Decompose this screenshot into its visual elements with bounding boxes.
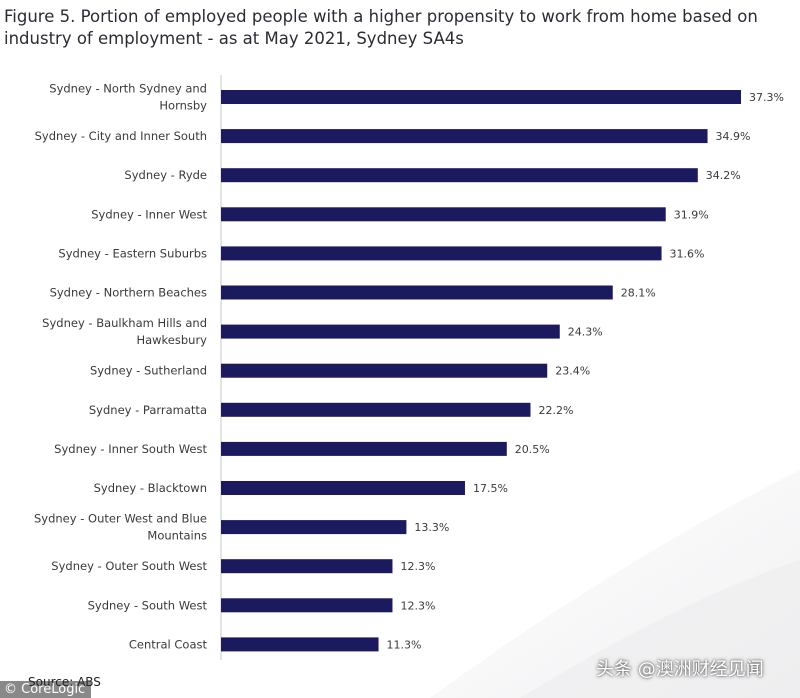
bar <box>221 637 379 652</box>
bar <box>221 559 393 574</box>
data-label: 23.4% <box>555 365 590 378</box>
category-label: Sydney - City and Inner South <box>35 129 207 143</box>
data-label: 12.3% <box>400 560 435 573</box>
bar <box>221 285 613 300</box>
category-label: Sydney - Blacktown <box>94 481 207 495</box>
data-label: 11.3% <box>387 638 422 651</box>
data-label: 34.9% <box>716 130 751 143</box>
bar <box>221 363 548 378</box>
category-label: Mountains <box>147 529 207 543</box>
category-label: Sydney - Outer South West <box>51 559 207 573</box>
category-label: Sydney - Northern Beaches <box>50 286 207 300</box>
category-label: Sydney - Inner South West <box>54 442 207 456</box>
bar <box>221 246 662 261</box>
data-label: 24.3% <box>568 326 603 339</box>
data-label: 28.1% <box>621 287 656 300</box>
bar <box>221 402 531 417</box>
bar <box>221 129 708 144</box>
corelogic-logo: © CoreLogic <box>0 681 92 698</box>
bar <box>221 207 666 222</box>
data-label: 20.5% <box>515 443 550 456</box>
category-label: Sydney - Eastern Suburbs <box>58 246 207 260</box>
bar <box>221 324 560 339</box>
bar <box>221 520 407 535</box>
bar <box>221 441 507 456</box>
category-label: Sydney - Outer West and Blue <box>34 512 207 526</box>
data-label: 22.2% <box>538 404 573 417</box>
category-label: Sydney - Sutherland <box>90 364 207 378</box>
data-label: 31.9% <box>674 208 709 221</box>
data-label: 37.3% <box>749 91 784 104</box>
bar <box>221 598 393 613</box>
data-label: 17.5% <box>473 482 508 495</box>
bar <box>221 481 465 495</box>
data-label: 12.3% <box>400 599 435 612</box>
bar <box>221 168 698 183</box>
data-label: 31.6% <box>670 247 705 260</box>
category-label: Central Coast <box>129 637 208 651</box>
category-label: Sydney - Parramatta <box>89 403 207 417</box>
category-label: Sydney - Ryde <box>124 168 207 182</box>
bar <box>221 90 741 104</box>
data-label: 13.3% <box>414 521 449 534</box>
category-label: Sydney - Baulkham Hills and <box>42 316 207 330</box>
category-label: Sydney - Inner West <box>91 207 207 221</box>
watermark: 头条 @澳洲财经见闻 <box>596 659 764 680</box>
data-label: 34.2% <box>706 169 741 182</box>
category-label: Sydney - South West <box>88 598 208 612</box>
category-label: Hawkesbury <box>136 333 207 347</box>
category-label: Hornsby <box>159 99 207 113</box>
category-label: Sydney - North Sydney and <box>49 82 207 96</box>
chart-title: Figure 5. Portion of employed people wit… <box>4 7 758 48</box>
